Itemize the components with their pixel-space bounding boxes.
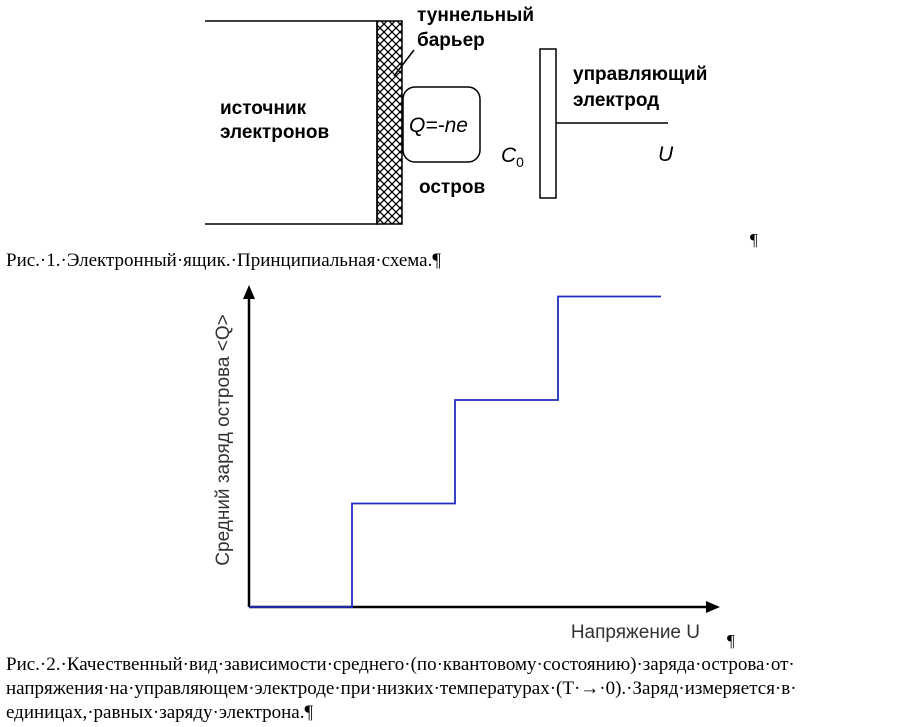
voltage-label: U: [658, 143, 674, 166]
figure1-schematic: [205, 20, 668, 225]
island-label: остров: [419, 177, 486, 198]
electrode-label-line2: электрод: [573, 90, 660, 111]
island: [402, 86, 481, 163]
chart-series: [249, 295, 661, 608]
x-axis-label: Напряжение U: [571, 622, 700, 643]
x-axis-arrow: [706, 601, 720, 613]
chart-axes: [243, 285, 720, 613]
y-axis-label: Средний заряд острова <Q>: [213, 314, 234, 565]
stray-pilcrow-1: ¶: [750, 230, 758, 249]
capacitance-label: C0: [501, 144, 524, 171]
figure1-caption: Рис.·1.·Электронный·ящик.·Принципиальная…: [6, 250, 441, 271]
stray-pilcrow-2: ¶: [727, 631, 735, 650]
barrier-label-line1: туннельный: [417, 5, 534, 26]
figure2-chart: Напряжение U Средний заряд острова <Q>: [213, 285, 720, 643]
capacitance-subscript: 0: [516, 154, 524, 171]
source-label-line1: источник: [220, 98, 307, 119]
barrier-pointer: [393, 49, 415, 77]
charge-step-line: [249, 295, 661, 608]
figure2-caption-line3: единицах,·равных·заряду·электрона.¶: [6, 702, 314, 723]
figure2-caption-line1: Рис.·2.·Качественный·вид·зависимости·сре…: [6, 654, 795, 675]
electrode-label-line1: управляющий: [573, 64, 708, 85]
barrier-label-line2: барьер: [417, 30, 485, 51]
figure2-caption-line2: напряжения·на·управляющем·электроде·при·…: [6, 678, 797, 699]
tunnel-barrier: [376, 20, 403, 225]
island-charge-label: Q=-ne: [409, 114, 468, 137]
y-axis-arrow: [243, 285, 255, 299]
source-label-line2: электронов: [220, 122, 330, 143]
